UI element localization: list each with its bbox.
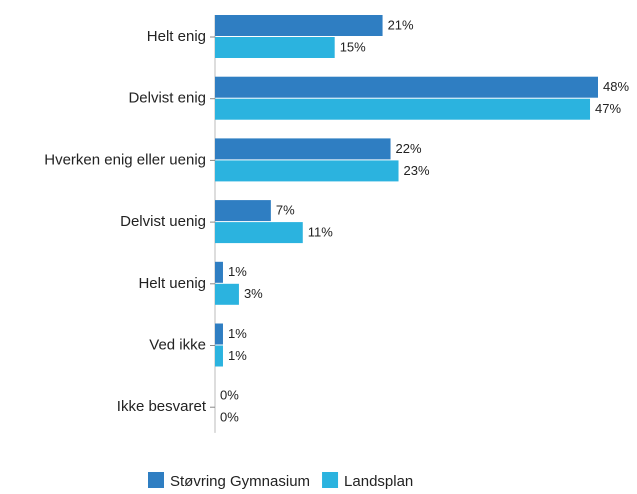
bar xyxy=(215,160,399,182)
legend-label: Støvring Gymnasium xyxy=(170,473,310,490)
category-label: Helt enig xyxy=(147,28,206,45)
legend-label: Landsplan xyxy=(344,473,413,490)
legend-swatch xyxy=(322,472,339,488)
legend-swatch xyxy=(148,472,164,488)
value-label: 15% xyxy=(340,39,366,54)
bar xyxy=(215,37,335,58)
value-label: 1% xyxy=(228,348,247,363)
bar xyxy=(215,138,391,160)
value-label: 48% xyxy=(603,79,629,94)
category-label: Hverken enig eller uenig xyxy=(44,151,206,168)
bar xyxy=(215,15,383,36)
category-label: Helt uenig xyxy=(138,275,206,292)
bar xyxy=(215,222,303,244)
value-label: 21% xyxy=(388,17,414,32)
value-label: 0% xyxy=(220,410,239,425)
value-label: 47% xyxy=(595,101,621,116)
value-label: 1% xyxy=(228,326,247,341)
value-label: 1% xyxy=(228,264,247,279)
value-label: 22% xyxy=(396,141,422,156)
bar xyxy=(215,283,239,305)
bar xyxy=(215,261,223,283)
category-label: Ved ikke xyxy=(149,336,206,353)
value-label: 11% xyxy=(308,225,333,240)
bar xyxy=(215,200,271,222)
bar xyxy=(215,323,223,345)
bar xyxy=(215,98,591,120)
bar xyxy=(215,76,598,98)
value-label: 0% xyxy=(220,388,239,403)
value-label: 23% xyxy=(404,163,430,178)
bar xyxy=(215,345,223,367)
value-label: 7% xyxy=(276,203,295,218)
value-label: 3% xyxy=(244,286,263,301)
category-label: Delvist enig xyxy=(128,90,206,107)
category-label: Delvist uenig xyxy=(120,213,206,230)
category-label: Ikke besvaret xyxy=(117,398,207,415)
